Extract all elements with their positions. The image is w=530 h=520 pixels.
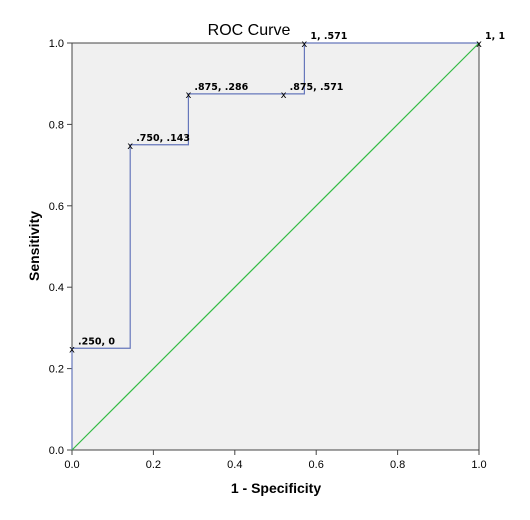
point-marker: x [281,90,287,101]
x-tick-label: 0.8 [390,459,405,471]
point-label: .250, 0 [78,336,115,347]
point-marker: x [185,90,191,101]
y-tick-label: 0.6 [49,201,64,213]
x-tick-label: 0.0 [64,459,79,471]
y-tick-label: 0.4 [49,282,64,294]
series-lines [71,42,480,451]
axis-ticks: 0.0 0.2 0.4 0.6 0.8 1.0 0.0 0.2 0.4 0.6 0.8 1.0 [49,38,487,471]
point-label: .875, .571 [290,82,344,93]
x-tick-label: 0.6 [309,459,324,471]
point-label: .875, .286 [194,82,248,93]
y-tick-label: 0.8 [49,119,64,131]
point-label: .750, .143 [136,133,190,144]
x-axis-label: 1 - Specificity [231,480,321,496]
y-tick-label: 0.0 [49,445,64,457]
chart-title: ROC Curve [208,22,291,39]
point-marker: x [476,39,482,50]
roc-curve-line [71,42,479,450]
point-marker: x [69,344,75,355]
reference-diagonal-line [71,42,480,451]
y-axis-label: Sensitivity [26,211,42,281]
point-marker: x [301,39,307,50]
point-label: 1, .571 [310,31,347,42]
x-tick-label: 1.0 [471,459,486,471]
point-label: 1, 1 [485,31,505,42]
x-tick-label: 0.4 [227,459,242,471]
point-marker: x [127,141,133,152]
y-tick-label: 0.2 [49,364,64,376]
x-tick-label: 0.2 [146,459,161,471]
y-tick-label: 1.0 [49,38,64,50]
